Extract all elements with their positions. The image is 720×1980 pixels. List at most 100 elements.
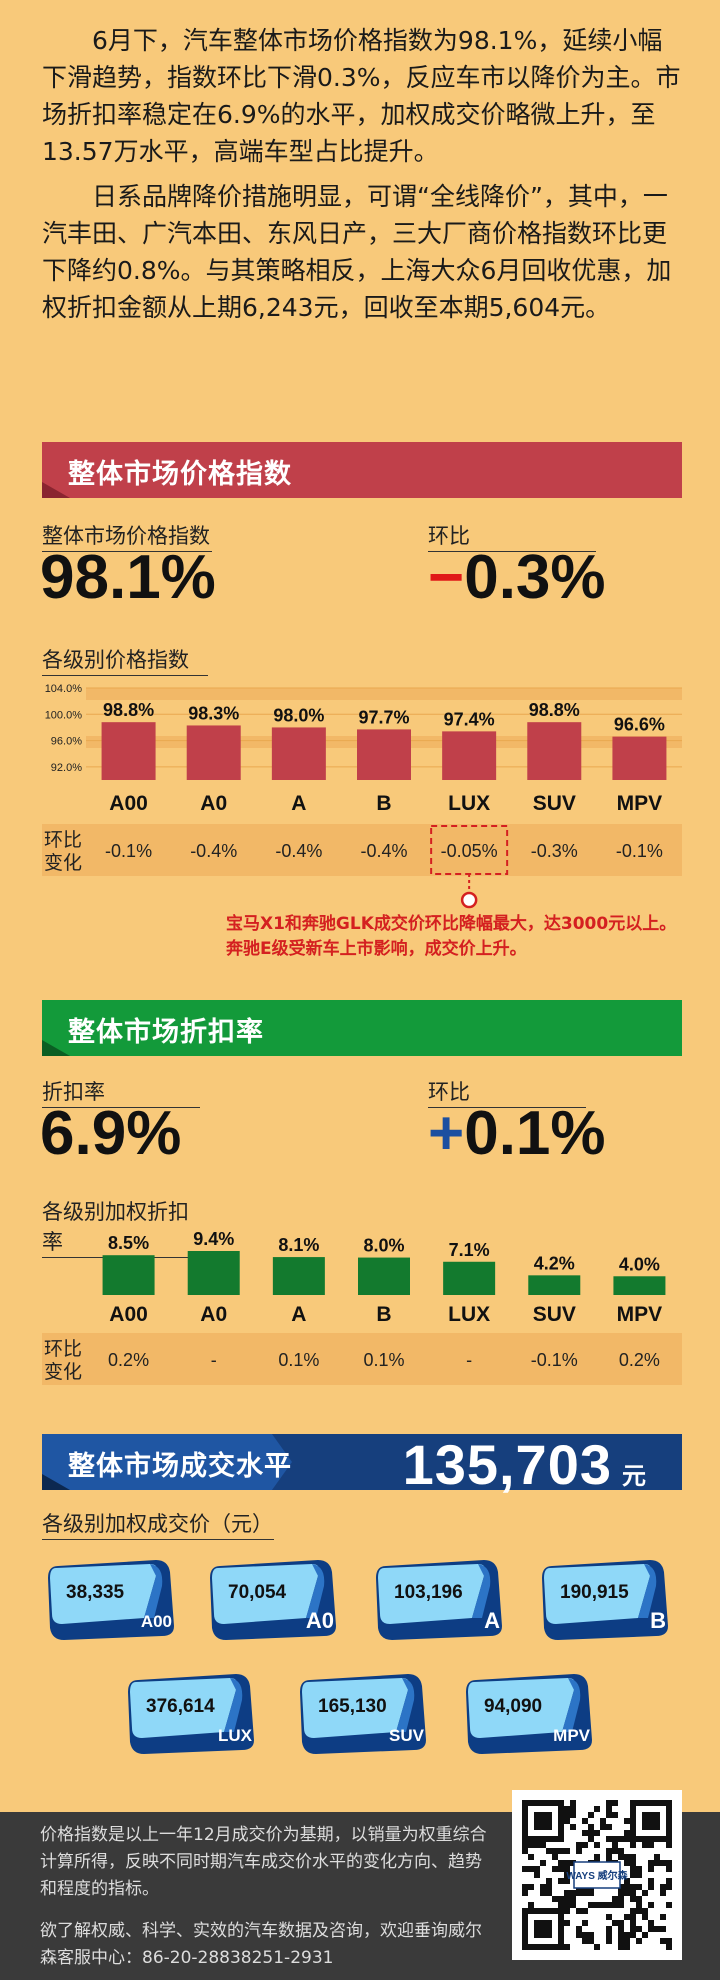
- qr-module: [522, 1890, 528, 1896]
- category-label: LUX: [448, 1303, 490, 1326]
- qr-module: [636, 1884, 642, 1890]
- qr-module: [522, 1866, 528, 1872]
- qr-module: [666, 1842, 672, 1848]
- price-pill-a: 103,196 A: [372, 1556, 508, 1642]
- qr-module: [618, 1836, 624, 1842]
- qr-module: [660, 1884, 666, 1890]
- qr-module: [540, 1842, 546, 1848]
- bar-value-label: 8.0%: [363, 1236, 404, 1256]
- qr-module: [564, 1818, 570, 1824]
- overall-price-value: 135,703: [402, 1433, 612, 1496]
- y-tick-label: 104.0%: [45, 683, 83, 695]
- qr-module: [588, 1812, 594, 1818]
- mom-row-background: [42, 1333, 682, 1385]
- pill-shape: [128, 1674, 254, 1754]
- qr-module: [582, 1830, 588, 1836]
- category-label: MPV: [617, 1303, 663, 1326]
- qr-module: [630, 1932, 636, 1938]
- qr-module: [624, 1860, 630, 1866]
- pill-segment: MPV: [553, 1726, 590, 1745]
- qr-module: [564, 1806, 570, 1812]
- qr-module: [642, 1914, 648, 1920]
- plus-sign: +: [428, 1099, 465, 1168]
- pill-value: 70,054: [228, 1582, 287, 1603]
- qr-module: [660, 1926, 666, 1932]
- qr-module: [606, 1926, 612, 1932]
- qr-module: [594, 1902, 600, 1908]
- qr-finder-core: [534, 1920, 552, 1938]
- segment-discount-chart: 8.5% A00 9.4% A0 8.1% A 8.0% B 7.1% LUX 4.2% SUV 4.0…: [42, 1229, 682, 1385]
- qr-module: [636, 1872, 642, 1878]
- qr-module: [528, 1866, 534, 1872]
- qr-module: [642, 1908, 648, 1914]
- qr-module: [642, 1932, 648, 1938]
- mom-change-value: -: [466, 1350, 472, 1370]
- qr-module: [558, 1902, 564, 1908]
- qr-module: [630, 1890, 636, 1896]
- qr-logo-text: WAYS 威尔森: [566, 1869, 628, 1882]
- banner-shape: [42, 1000, 682, 1056]
- mom-change-value: 0.2%: [619, 1350, 660, 1370]
- mom-row-label-2: 变化: [44, 852, 82, 874]
- mom-change-value: -0.3%: [531, 841, 578, 861]
- qr-module: [618, 1848, 624, 1854]
- qr-module: [624, 1854, 630, 1860]
- qr-module: [546, 1884, 552, 1890]
- qr-module: [630, 1860, 636, 1866]
- banner-shape: [42, 442, 682, 498]
- qr-module: [606, 1836, 612, 1842]
- qr-module: [570, 1902, 576, 1908]
- qr-module: [612, 1902, 618, 1908]
- qr-module: [540, 1890, 546, 1896]
- qr-module: [654, 1854, 660, 1860]
- qr-module: [594, 1854, 600, 1860]
- qr-module: [564, 1920, 570, 1926]
- mom-change-value: -0.1%: [616, 841, 663, 861]
- qr-module: [522, 1848, 528, 1854]
- price-level-title: 整体市场成交水平: [68, 1451, 292, 1482]
- footer-note: 价格指数是以上一年12月成交价为基期，以销量为权重综合计算所得，反映不同时期汽车…: [40, 1825, 487, 1899]
- footer-contact: 欲了解权威、科学、实效的汽车数据及咨询，欢迎垂询威尔森客服中心：86-20-28…: [40, 1921, 482, 1968]
- qr-module: [558, 1866, 564, 1872]
- bar-SUV: [527, 722, 582, 780]
- bar-value-label: 98.0%: [273, 705, 324, 725]
- qr-module: [666, 1860, 672, 1866]
- qr-module: [588, 1890, 594, 1896]
- intro-paragraph-1: 6月下，汽车整体市场价格指数为98.1%，延续小幅下滑趋势，指数环比下滑0.3%…: [42, 26, 681, 166]
- mom-change-value: -0.1%: [531, 1350, 578, 1370]
- mom-row-label-1: 环比: [44, 829, 82, 851]
- bar-value-label: 97.4%: [444, 709, 495, 729]
- bar-value-label: 96.6%: [614, 715, 665, 735]
- pill-shape: [48, 1560, 174, 1640]
- bar-value-label: 97.7%: [358, 707, 409, 727]
- qr-module: [630, 1872, 636, 1878]
- overall-price-unit: 元: [622, 1462, 646, 1490]
- qr-module: [606, 1914, 612, 1920]
- qr-module: [624, 1836, 630, 1842]
- qr-module: [624, 1818, 630, 1824]
- price-pill-b: 190,915 B: [538, 1556, 674, 1642]
- qr-module: [618, 1944, 624, 1950]
- qr-module: [546, 1848, 552, 1854]
- bar-value-label: 8.1%: [278, 1235, 319, 1255]
- grid-band: [86, 712, 682, 724]
- qr-module: [564, 1944, 570, 1950]
- qr-module: [630, 1866, 636, 1872]
- qr-module: [582, 1908, 588, 1914]
- minus-sign: −: [428, 543, 465, 612]
- qr-module: [600, 1818, 606, 1824]
- pill-shape: [210, 1560, 336, 1640]
- qr-module: [666, 1944, 672, 1950]
- qr-module: [564, 1872, 570, 1878]
- qr-code: WAYS 威尔森: [512, 1790, 682, 1960]
- mom-change-value: -0.4%: [275, 841, 322, 861]
- bar-A: [272, 1257, 325, 1295]
- qr-module: [594, 1830, 600, 1836]
- qr-module: [648, 1866, 654, 1872]
- pill-value: 38,335: [66, 1582, 125, 1603]
- bar-A00: [102, 1255, 155, 1295]
- qr-module: [588, 1902, 594, 1908]
- price-pill-a00: 38,335 A00: [44, 1556, 180, 1642]
- mom-change-value: -0.4%: [360, 841, 407, 861]
- qr-module: [528, 1884, 534, 1890]
